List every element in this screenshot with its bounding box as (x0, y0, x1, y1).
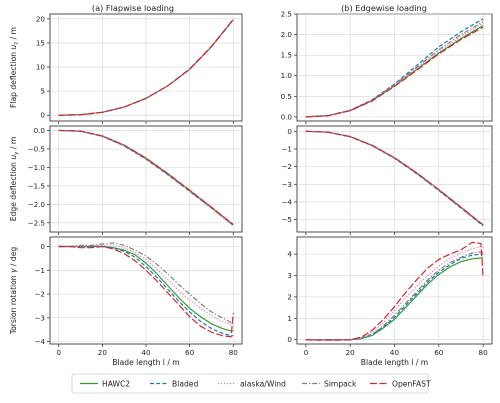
series-line-openfast (58, 245, 234, 338)
series-line-bladed (305, 18, 484, 118)
y-tick-label: −1.5 (28, 181, 45, 190)
y-tick-label: 10 (36, 63, 46, 72)
series-group (58, 129, 234, 226)
panel-edge-torsion: 0 20 40 60 80 0 1 2 3 4 Blade length l / m (287, 236, 493, 367)
x-tick-label: 20 (98, 348, 108, 357)
y-tick-label: 5 (40, 87, 45, 96)
column-title-edgewise: (b) Edgewise loading (341, 3, 427, 13)
y-tick-label: 1.5 (281, 51, 292, 60)
y-tick-label: 2 (287, 292, 292, 301)
series-line-simpack (305, 21, 484, 118)
y-tick-label: 20 (36, 14, 46, 23)
y-tick-label: 0.0 (281, 112, 293, 121)
legend-item-alaska-wind: alaska/Wind (218, 379, 286, 388)
y-tick-label: −1 (281, 144, 292, 153)
y-tick-label: 0 (287, 127, 292, 136)
x-axis-label: Blade length l / m (112, 358, 179, 367)
panel-flap-torsion: 0 20 40 60 80 0 −1 −2 −3 −4 Torsion rotation γ / d… (9, 236, 243, 367)
series-group (305, 130, 484, 227)
y-tick-label: 2.5 (281, 10, 292, 19)
panel-flap-edge: 0.0 −0.5 −1.0 −1.5 −2.0 −2.5 Edge deflection u… (9, 125, 243, 235)
x-axis-label: Blade length l / m (361, 358, 428, 367)
y-tick-label: 0 (40, 111, 45, 120)
y-axis-label: Flap deflection uz / m (9, 27, 20, 108)
series-group (305, 241, 484, 341)
legend-item-openfast: OpenFAST (370, 379, 431, 388)
y-tick-label: −2 (281, 162, 292, 171)
series-line-openfast (305, 26, 484, 118)
legend-label: Bladed (172, 379, 198, 388)
legend-label: alaska/Wind (240, 379, 286, 388)
x-tick-label: 20 (346, 348, 356, 357)
x-tick-label: 60 (434, 348, 444, 357)
y-tick-label: 0.5 (281, 92, 292, 101)
x-tick-label: 0 (304, 348, 309, 357)
series-line-hawc2 (58, 245, 234, 332)
y-tick-label: 0 (40, 242, 45, 251)
y-tick-label: −1 (34, 266, 45, 275)
y-tick-label: −3 (281, 180, 292, 189)
series-line-alaska-wind (305, 246, 484, 341)
y-tick-label: 3 (287, 271, 292, 280)
y-tick-label: −1.0 (28, 163, 46, 172)
x-tick-label: 40 (390, 348, 400, 357)
y-tick-label: −4 (34, 337, 45, 346)
y-tick-label: −2.5 (28, 218, 45, 227)
y-tick-label: 4 (287, 250, 292, 259)
y-tick-label: 15 (36, 38, 45, 47)
y-tick-label: 2.0 (281, 30, 293, 39)
series-line-openfast (58, 18, 234, 116)
y-tick-label: 1.0 (281, 71, 293, 80)
y-tick-label: −2 (34, 290, 45, 299)
series-line-simpack (58, 242, 234, 325)
series-line-bladed (58, 245, 234, 337)
legend-label: Simpack (324, 379, 357, 388)
series-group (58, 242, 234, 338)
legend-item-bladed: Bladed (150, 379, 198, 388)
y-tick-label: −3 (34, 313, 45, 322)
column-title-flapwise: (a) Flapwise loading (92, 3, 174, 13)
x-tick-label: 80 (479, 348, 489, 357)
y-axis-label: Torsion rotation γ / deg (9, 247, 18, 336)
series-line-openfast (58, 129, 234, 226)
y-tick-label: −4 (281, 197, 292, 206)
y-tick-label: 1 (287, 314, 292, 323)
y-axis-label: Edge deflection uy / m (9, 137, 20, 222)
x-tick-label: 40 (141, 348, 151, 357)
series-line-openfast (305, 241, 484, 341)
y-tick-label: −2.0 (28, 200, 46, 209)
legend-label: OpenFAST (392, 379, 431, 388)
x-tick-label: 80 (229, 348, 239, 357)
x-tick-label: 0 (56, 348, 61, 357)
legend-box (71, 373, 429, 394)
legend-item-hawc2: HAWC2 (80, 379, 130, 388)
y-tick-label: −5 (281, 215, 292, 224)
legend-item-simpack: Simpack (302, 379, 357, 388)
legend: HAWC2 Bladed alaska/Wind Simpack OpenFAST (71, 373, 431, 394)
panel-edge-flap: 0.0 0.5 1.0 1.5 2.0 2.5 (281, 10, 493, 124)
y-tick-label: 0.0 (34, 126, 46, 135)
series-group (58, 18, 234, 116)
y-tick-label: −0.5 (28, 144, 45, 153)
series-group (305, 18, 484, 118)
y-tick-label: 0 (287, 335, 292, 344)
legend-label: HAWC2 (102, 379, 130, 388)
x-tick-label: 60 (185, 348, 195, 357)
panel-flap-flap: 0 5 10 15 20 Flap deflection uz / m (9, 13, 243, 124)
panel-edge-edge: 0 −1 −2 −3 −4 −5 (281, 125, 493, 235)
series-line-openfast (305, 130, 484, 226)
